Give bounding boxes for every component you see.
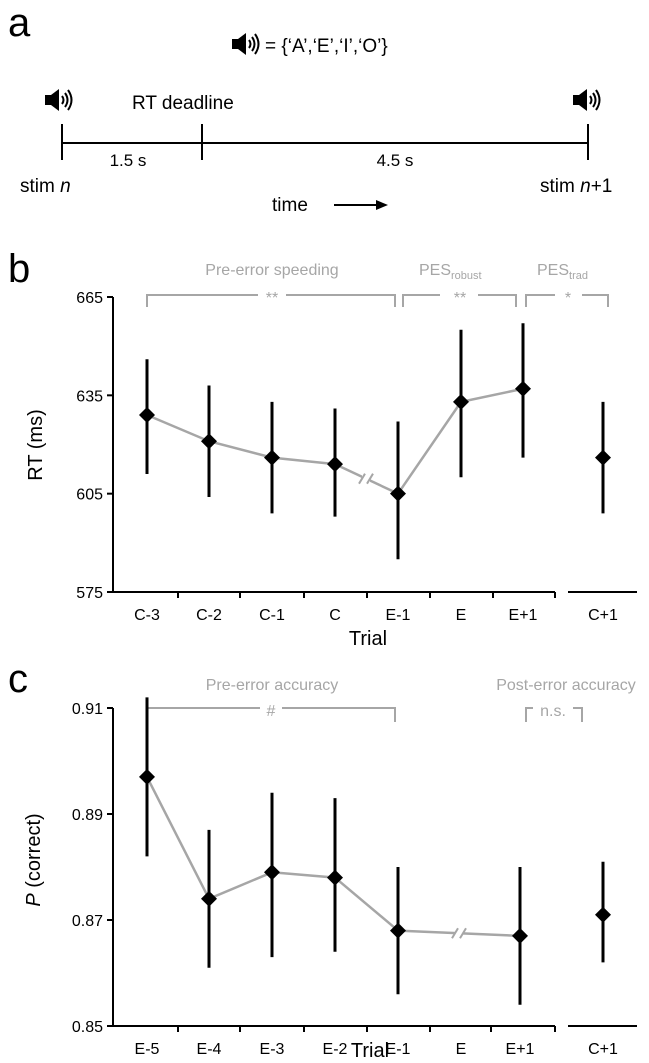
sig-post-error-accuracy: n.s. <box>540 703 566 720</box>
y-tick-label: 635 <box>76 388 103 405</box>
arrow-right-icon <box>334 200 388 210</box>
x-tick-label: E-1 <box>386 1041 411 1058</box>
bracket-label-pre-error-speeding: Pre-error speeding <box>205 262 338 279</box>
bracket-post-error-accuracy <box>525 707 583 722</box>
data-point <box>595 906 611 923</box>
brackets-b <box>146 294 609 307</box>
data-point <box>201 433 217 450</box>
x-tick-label: E-1 <box>386 607 411 624</box>
x-tick-label: E <box>456 607 467 624</box>
axis-break-mark <box>358 473 366 485</box>
x-tick-label: E+1 <box>509 607 538 624</box>
data-point <box>201 890 217 907</box>
sig-pes-trad: * <box>565 290 571 307</box>
x-tick-label: E-2 <box>323 1041 348 1058</box>
axis-break-mark <box>451 927 459 939</box>
y-tick-label: 0.87 <box>72 913 103 930</box>
panel-a-letter: a <box>8 1 31 45</box>
data-point <box>512 927 528 944</box>
bracket-pre-error <box>146 294 396 307</box>
x-tick-label: E-4 <box>197 1041 222 1058</box>
x-tick-label: E-5 <box>135 1041 160 1058</box>
axis-break-gap <box>362 471 370 486</box>
x-tick-label: C <box>329 607 341 624</box>
brackets-c <box>146 707 583 722</box>
speaker-icon <box>44 88 73 112</box>
y-tick-label: 575 <box>76 585 103 602</box>
y-tick-label: 0.91 <box>72 701 103 718</box>
data-point <box>453 393 469 410</box>
accuracy-chart: 0.85 0.87 0.89 0.91 E-5 E-4 E-3 E-2 E-1 E E+1 C+1 <box>72 697 637 1058</box>
x-tick-label: E <box>456 1041 467 1058</box>
stim-set-label: = {‘A’,‘E’,‘I’,‘O’} <box>265 36 388 57</box>
data-point <box>595 449 611 466</box>
axis-break-mark <box>366 473 374 485</box>
sig-pre-error-accuracy: # <box>267 703 276 720</box>
data-point <box>264 864 280 881</box>
time-label: time <box>272 195 308 216</box>
interval-2-label: 4.5 s <box>377 151 414 170</box>
y-tick-label: 0.89 <box>72 807 103 824</box>
data-point <box>139 768 155 785</box>
series-line <box>146 413 336 466</box>
speaker-icon <box>231 32 260 56</box>
data-point <box>390 485 406 502</box>
bracket-label-pes-trad: PEStrad <box>537 262 588 282</box>
bracket-label-pes-robust: PESrobust <box>419 262 482 282</box>
y-tick-label: 665 <box>76 290 103 307</box>
y-tick-label: 605 <box>76 487 103 504</box>
x-tick-label: C-1 <box>259 607 285 624</box>
rt-deadline-label: RT deadline <box>132 93 234 114</box>
x-tick-label: E-3 <box>260 1041 285 1058</box>
axis-break-mark <box>459 927 467 939</box>
panel-b-letter: b <box>8 247 30 291</box>
bracket-pes-trad <box>525 294 609 307</box>
rt-chart: 575 605 635 665 C-3 C-2 C-1 C E-1 E E+1 C+1 <box>76 290 637 624</box>
data-point <box>139 407 155 423</box>
data-point <box>327 869 343 886</box>
y-axis-label-c: P (correct) <box>23 813 45 906</box>
x-axis-label-b: Trial <box>349 628 387 650</box>
data-point <box>327 456 343 473</box>
bracket-label-post-error-accuracy: Post-error accuracy <box>496 677 636 694</box>
sig-pes-robust: ** <box>454 290 466 307</box>
sig-pre-error: ** <box>266 290 278 307</box>
y-tick-label: 0.85 <box>72 1019 103 1036</box>
data-point <box>390 922 406 939</box>
x-tick-label: E+1 <box>506 1041 535 1058</box>
stim-n-plus-1-label: stim n+1 <box>540 176 612 197</box>
bracket-label-pre-error-accuracy: Pre-error accuracy <box>206 677 338 694</box>
x-tick-label: C-3 <box>134 607 160 624</box>
speaker-icon <box>572 88 601 112</box>
x-tick-label: C-2 <box>196 607 222 624</box>
x-axis-label-c: Trial <box>351 1040 389 1062</box>
data-point <box>264 449 280 466</box>
panel-c-letter: c <box>8 657 28 701</box>
stim-n-label: stim n <box>20 176 71 197</box>
bracket-pes-robust <box>402 294 517 307</box>
x-tick-label: C+1 <box>588 1041 618 1058</box>
data-point <box>515 380 531 397</box>
y-axis-label-b: RT (ms) <box>25 409 47 480</box>
timeline <box>61 124 589 160</box>
x-tick-label: C+1 <box>588 607 618 624</box>
axis-break-gap <box>455 926 463 941</box>
interval-1-label: 1.5 s <box>110 151 147 170</box>
